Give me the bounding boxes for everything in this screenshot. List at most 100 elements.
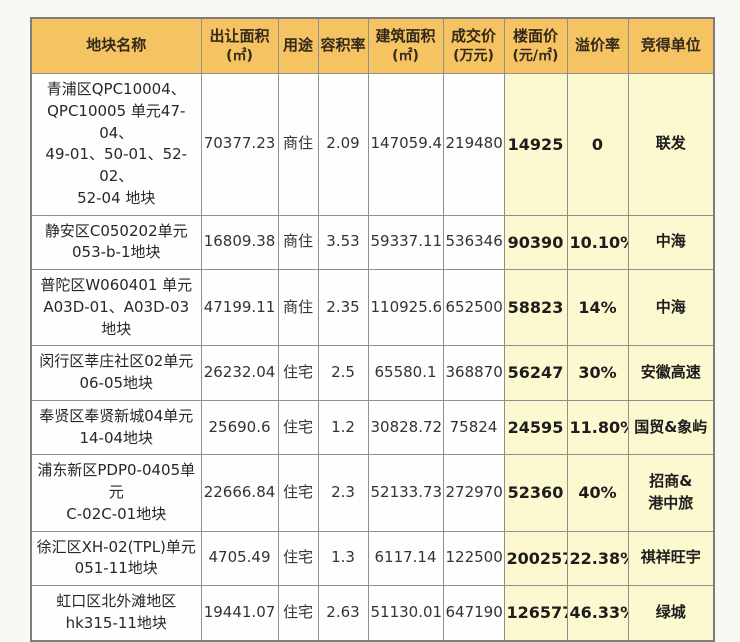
plot-ratio-cell: 2.35 bbox=[317, 268, 369, 347]
transfer-area-cell: 19441.07 bbox=[200, 585, 279, 641]
winner-cell: 招商& 港中旅 bbox=[627, 454, 715, 532]
floor-price-cell: 14925 bbox=[503, 73, 568, 216]
header-usage: 用途 bbox=[277, 17, 319, 74]
usage-cell: 商住 bbox=[277, 73, 319, 216]
plot-ratio-cell: 1.2 bbox=[317, 399, 369, 456]
plot-name-cell: 虹口区北外滩地区 hk315-11地块 bbox=[30, 585, 202, 641]
transfer-area-cell: 22666.84 bbox=[200, 454, 279, 532]
header-winner: 竞得单位 bbox=[627, 17, 715, 74]
transfer-area-cell: 25690.6 bbox=[200, 399, 279, 456]
winner-cell: 中海 bbox=[627, 214, 715, 270]
plot-name-cell: 徐汇区XH-02(TPL)单元 051-11地块 bbox=[30, 530, 202, 586]
premium-rate-cell: 0 bbox=[566, 73, 629, 216]
table-body: 青浦区QPC10004、 QPC10005 单元47-04、 49-01、50-… bbox=[30, 73, 715, 641]
floor-price-cell: 126577 bbox=[503, 585, 568, 641]
deal-price-cell: 75824 bbox=[442, 399, 505, 456]
land-auction-table: 地块名称 出让面积 (㎡) 用途 容积率 建筑面积 (㎡) bbox=[30, 17, 715, 642]
header-premium-rate: 溢价率 bbox=[566, 17, 629, 74]
winner-cell: 国贸&象屿 bbox=[627, 399, 715, 456]
building-area-cell: 147059.45 bbox=[367, 73, 444, 216]
header-building-area-unit: (㎡) bbox=[392, 47, 419, 64]
header-deal-price-unit: (万元) bbox=[453, 47, 494, 64]
premium-rate-cell: 10.10% bbox=[566, 214, 629, 270]
table-row: 普陀区W060401 单元 A03D-01、A03D-03 地块 47199.1… bbox=[30, 268, 715, 347]
header-deal-price: 成交价 (万元) bbox=[442, 17, 505, 74]
header-winner-label: 竞得单位 bbox=[640, 36, 701, 55]
header-floor-price-label: 楼面价 bbox=[512, 27, 558, 46]
plot-ratio-cell: 2.09 bbox=[317, 73, 369, 216]
header-deal-price-label: 成交价 bbox=[450, 27, 496, 46]
table-row: 闵行区莘庄社区02单元 06-05地块 26232.04 住宅 2.5 6558… bbox=[30, 345, 715, 401]
header-usage-label: 用途 bbox=[282, 36, 313, 55]
table-row: 虹口区北外滩地区 hk315-11地块 19441.07 住宅 2.63 511… bbox=[30, 585, 715, 641]
usage-cell: 住宅 bbox=[277, 585, 319, 641]
header-plot-name: 地块名称 bbox=[30, 17, 202, 74]
header-building-area-label: 建筑面积 bbox=[375, 27, 436, 46]
transfer-area-cell: 70377.23 bbox=[200, 73, 279, 216]
deal-price-cell: 652500 bbox=[442, 268, 505, 347]
floor-price-cell: 90390 bbox=[503, 214, 568, 270]
premium-rate-cell: 30% bbox=[566, 345, 629, 401]
usage-cell: 住宅 bbox=[277, 345, 319, 401]
usage-cell: 商住 bbox=[277, 268, 319, 347]
plot-name-cell: 闵行区莘庄社区02单元 06-05地块 bbox=[30, 345, 202, 401]
winner-cell: 祺祥旺宇 bbox=[627, 530, 715, 586]
transfer-area-cell: 4705.49 bbox=[200, 530, 279, 586]
deal-price-cell: 272970 bbox=[442, 454, 505, 532]
floor-price-cell: 24595 bbox=[503, 399, 568, 456]
header-premium-rate-label: 溢价率 bbox=[574, 36, 620, 55]
premium-rate-cell: 22.38% bbox=[566, 530, 629, 586]
header-building-area: 建筑面积 (㎡) bbox=[367, 17, 444, 74]
plot-ratio-cell: 2.5 bbox=[317, 345, 369, 401]
winner-cell: 绿城 bbox=[627, 585, 715, 641]
table-header: 地块名称 出让面积 (㎡) 用途 容积率 建筑面积 (㎡) bbox=[30, 17, 715, 74]
building-area-cell: 6117.14 bbox=[367, 530, 444, 586]
plot-ratio-cell: 2.3 bbox=[317, 454, 369, 532]
plot-ratio-cell: 2.63 bbox=[317, 585, 369, 641]
floor-price-cell: 56247 bbox=[503, 345, 568, 401]
winner-cell: 安徽高速 bbox=[627, 345, 715, 401]
deal-price-cell: 368870 bbox=[442, 345, 505, 401]
header-floor-price: 楼面价 (元/㎡) bbox=[503, 17, 568, 74]
premium-rate-cell: 40% bbox=[566, 454, 629, 532]
building-area-cell: 59337.11 bbox=[367, 214, 444, 270]
table-row: 静安区C050202单元 053-b-1地块 16809.38 商住 3.53 … bbox=[30, 214, 715, 270]
plot-name-cell: 普陀区W060401 单元 A03D-01、A03D-03 地块 bbox=[30, 268, 202, 347]
deal-price-cell: 536346 bbox=[442, 214, 505, 270]
header-plot-ratio-label: 容积率 bbox=[320, 36, 366, 55]
usage-cell: 商住 bbox=[277, 214, 319, 270]
deal-price-cell: 647190 bbox=[442, 585, 505, 641]
deal-price-cell: 122500 bbox=[442, 530, 505, 586]
building-area-cell: 51130.01 bbox=[367, 585, 444, 641]
plot-ratio-cell: 3.53 bbox=[317, 214, 369, 270]
usage-cell: 住宅 bbox=[277, 454, 319, 532]
building-area-cell: 110925.6 bbox=[367, 268, 444, 347]
floor-price-cell: 52360 bbox=[503, 454, 568, 532]
header-transfer-area-unit: (㎡) bbox=[226, 47, 253, 64]
building-area-cell: 30828.72 bbox=[367, 399, 444, 456]
header-floor-price-unit: (元/㎡) bbox=[512, 47, 559, 64]
building-area-cell: 52133.73 bbox=[367, 454, 444, 532]
table-row: 浦东新区PDP0-0405单元 C-02C-01地块 22666.84 住宅 2… bbox=[30, 454, 715, 532]
plot-name-cell: 静安区C050202单元 053-b-1地块 bbox=[30, 214, 202, 270]
usage-cell: 住宅 bbox=[277, 399, 319, 456]
header-transfer-area-label: 出让面积 bbox=[209, 27, 270, 46]
table-row: 青浦区QPC10004、 QPC10005 单元47-04、 49-01、50-… bbox=[30, 73, 715, 216]
header-plot-ratio: 容积率 bbox=[317, 17, 369, 74]
transfer-area-cell: 16809.38 bbox=[200, 214, 279, 270]
floor-price-cell: 58823 bbox=[503, 268, 568, 347]
winner-cell: 联发 bbox=[627, 73, 715, 216]
plot-name-cell: 奉贤区奉贤新城04单元 14-04地块 bbox=[30, 399, 202, 456]
header-transfer-area: 出让面积 (㎡) bbox=[200, 17, 279, 74]
deal-price-cell: 219480 bbox=[442, 73, 505, 216]
header-plot-name-label: 地块名称 bbox=[86, 36, 147, 55]
plot-name-cell: 青浦区QPC10004、 QPC10005 单元47-04、 49-01、50-… bbox=[30, 73, 202, 216]
building-area-cell: 65580.1 bbox=[367, 345, 444, 401]
plot-name-cell: 浦东新区PDP0-0405单元 C-02C-01地块 bbox=[30, 454, 202, 532]
table-row: 奉贤区奉贤新城04单元 14-04地块 25690.6 住宅 1.2 30828… bbox=[30, 399, 715, 456]
plot-ratio-cell: 1.3 bbox=[317, 530, 369, 586]
table-row: 徐汇区XH-02(TPL)单元 051-11地块 4705.49 住宅 1.3 … bbox=[30, 530, 715, 586]
usage-cell: 住宅 bbox=[277, 530, 319, 586]
winner-cell: 中海 bbox=[627, 268, 715, 347]
transfer-area-cell: 26232.04 bbox=[200, 345, 279, 401]
